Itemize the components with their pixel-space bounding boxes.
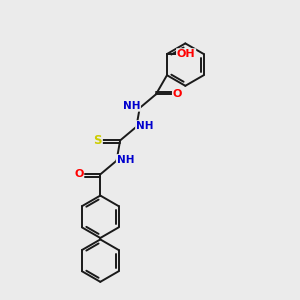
Text: OH: OH <box>177 49 195 59</box>
Text: NH: NH <box>123 101 140 111</box>
Text: NH: NH <box>117 155 134 165</box>
Text: O: O <box>173 89 182 99</box>
Text: S: S <box>94 134 102 147</box>
Text: NH: NH <box>136 121 153 131</box>
Text: O: O <box>74 169 83 179</box>
